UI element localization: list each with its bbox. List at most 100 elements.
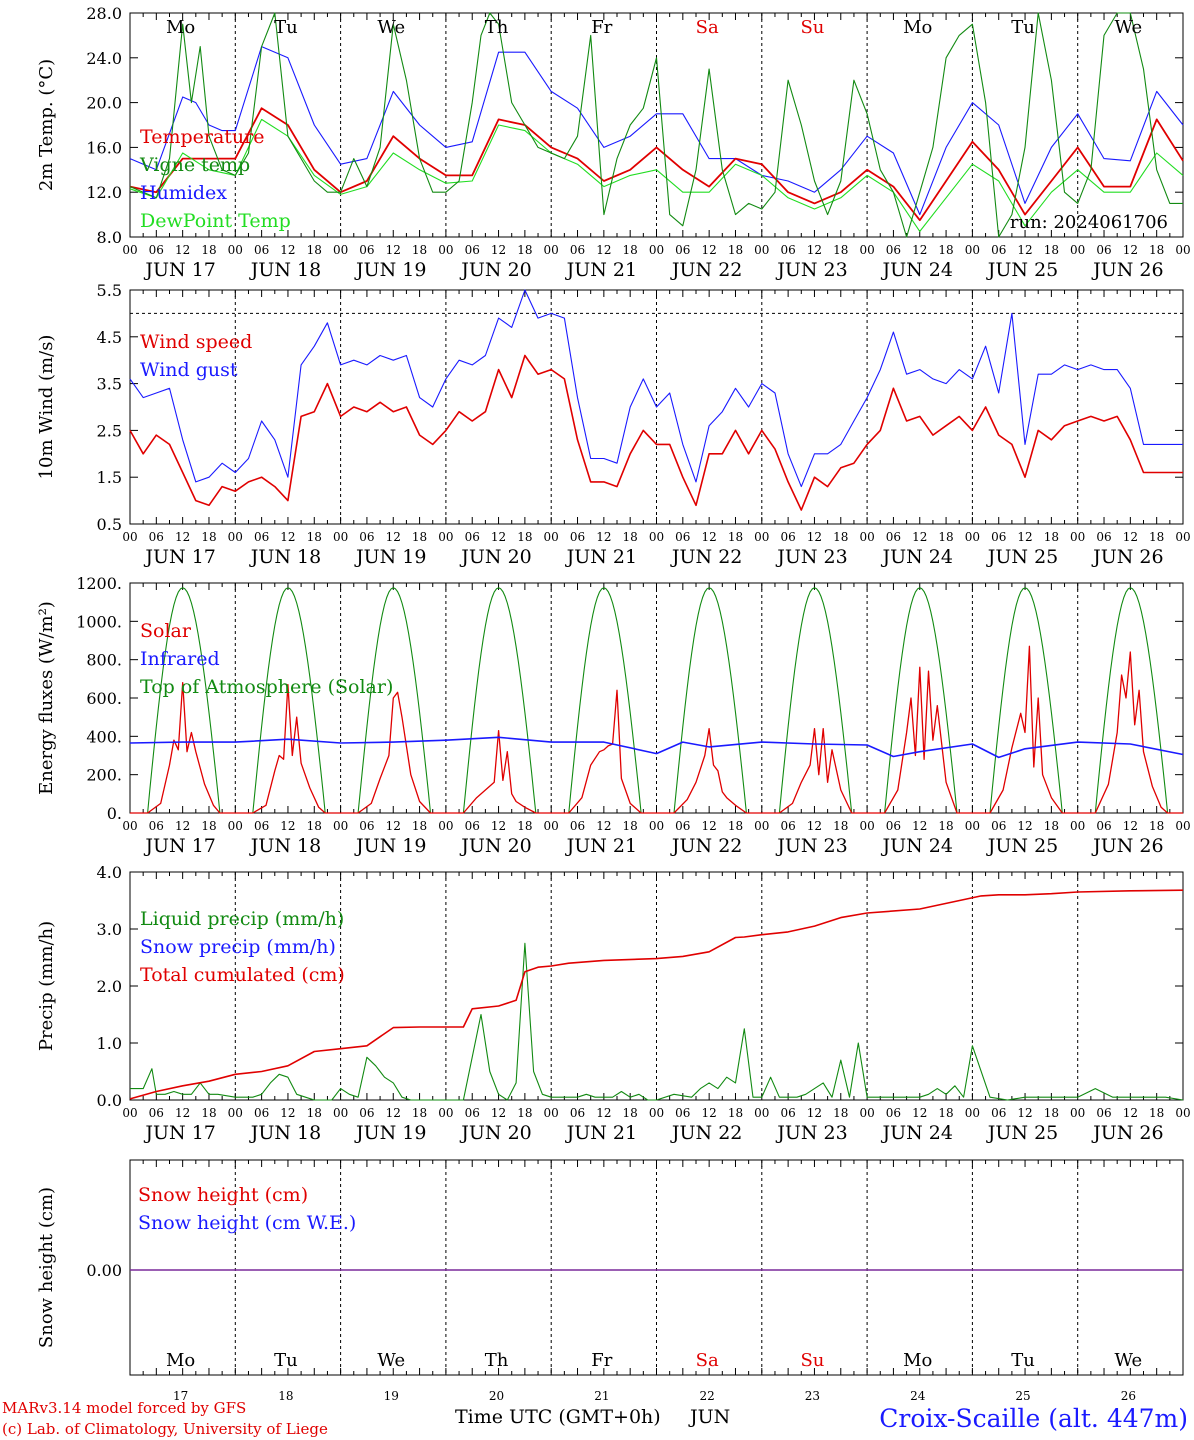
- hour-tick-label: 00: [438, 243, 453, 257]
- date-label: JUN 20: [459, 546, 531, 568]
- hour-tick-label: 18: [833, 243, 848, 257]
- hour-tick-label: 00: [754, 243, 769, 257]
- day-number: 22: [700, 1389, 715, 1403]
- hour-tick-label: 00: [859, 243, 874, 257]
- day-name: Su: [800, 17, 824, 38]
- hour-tick-label: 00: [544, 243, 559, 257]
- hour-tick-label: 12: [280, 530, 295, 544]
- time-axis-label: Time UTC (GMT+0h): [455, 1406, 661, 1428]
- y-tick-label: 12.0: [86, 183, 122, 202]
- hour-tick-label: 18: [201, 243, 216, 257]
- series-wind-gust: [129, 289, 1183, 488]
- hour-tick-label: 12: [1123, 819, 1138, 833]
- date-label: JUN 25: [986, 835, 1058, 857]
- day-name: Tu: [274, 1350, 298, 1371]
- hour-tick-label: 06: [675, 530, 690, 544]
- hour-tick-label: 06: [149, 819, 164, 833]
- hour-tick-label: 18: [1044, 819, 1059, 833]
- date-label: JUN 17: [143, 259, 215, 281]
- series-toa-solar: [989, 587, 1063, 814]
- plot-frame: [129, 1159, 1184, 1376]
- hour-tick-label: 06: [254, 819, 269, 833]
- hour-tick-label: 00: [438, 1106, 453, 1120]
- hour-tick-label: 12: [912, 819, 927, 833]
- hour-tick-label: 00: [544, 530, 559, 544]
- hour-tick-label: 06: [991, 530, 1006, 544]
- hour-tick-label: 06: [149, 243, 164, 257]
- hour-tick-label: 06: [886, 243, 901, 257]
- y-axis-title: Energy fluxes (W/m²): [36, 601, 57, 795]
- day-name: Su: [800, 1350, 824, 1371]
- hour-tick-label: 00: [1175, 1106, 1190, 1120]
- series-solar: [972, 645, 1078, 814]
- y-tick-label: 1.0: [97, 1034, 122, 1053]
- day-name: We: [377, 1350, 405, 1371]
- hour-tick-label: 00: [333, 1106, 348, 1120]
- series-wind-speed: [129, 354, 1183, 511]
- hour-tick-label: 18: [1149, 530, 1164, 544]
- hour-tick-label: 06: [465, 1106, 480, 1120]
- hour-tick-label: 00: [754, 819, 769, 833]
- hour-tick-label: 00: [754, 530, 769, 544]
- hour-tick-label: 12: [1123, 1106, 1138, 1120]
- hour-tick-label: 00: [438, 530, 453, 544]
- hour-tick-label: 00: [965, 819, 980, 833]
- hour-tick-label: 12: [1123, 530, 1138, 544]
- date-label: JUN 21: [565, 259, 637, 281]
- y-tick-label: 0.: [107, 804, 122, 823]
- hour-tick-label: 18: [938, 1106, 953, 1120]
- day-number: 24: [910, 1389, 926, 1403]
- day-name: Th: [485, 1350, 509, 1371]
- hour-tick-label: 06: [675, 243, 690, 257]
- hour-tick-label: 12: [1017, 819, 1032, 833]
- hour-tick-label: 00: [228, 1106, 243, 1120]
- date-label: JUN 24: [881, 1122, 953, 1144]
- hour-tick-label: 00: [333, 530, 348, 544]
- hour-tick-label: 00: [333, 243, 348, 257]
- day-number: 21: [594, 1389, 609, 1403]
- hour-tick-label: 06: [780, 243, 795, 257]
- y-axis-title: Snow height (cm): [36, 1187, 57, 1348]
- series-temperature: [129, 107, 1184, 222]
- legend-entry: Vigne temp: [139, 154, 250, 176]
- hour-tick-label: 06: [1096, 530, 1111, 544]
- hour-tick-label: 12: [702, 1106, 717, 1120]
- hour-tick-label: 18: [412, 243, 427, 257]
- hour-tick-label: 12: [912, 243, 927, 257]
- hour-tick-label: 00: [859, 819, 874, 833]
- hour-tick-label: 12: [175, 1106, 190, 1120]
- day-name: Tu: [274, 17, 298, 38]
- hour-tick-label: 06: [780, 1106, 795, 1120]
- hour-tick-label: 12: [1017, 1106, 1032, 1120]
- day-number: 23: [805, 1389, 820, 1403]
- hour-tick-label: 12: [596, 243, 611, 257]
- date-label: JUN 17: [143, 1122, 215, 1144]
- series-infrared: [129, 736, 1184, 759]
- hour-tick-label: 00: [122, 1106, 137, 1120]
- hour-tick-label: 18: [517, 530, 532, 544]
- series-solar: [656, 728, 762, 814]
- y-tick-label: 400.: [86, 727, 122, 746]
- y-tick-label: 1.5: [97, 468, 122, 487]
- hour-tick-label: 00: [1175, 819, 1190, 833]
- y-axis-title: 2m Temp. (°C): [36, 59, 57, 191]
- hour-tick-label: 18: [307, 243, 322, 257]
- y-tick-label: 600.: [86, 689, 122, 708]
- hour-tick-label: 12: [702, 530, 717, 544]
- legend-entry: Snow height (cm): [138, 1184, 308, 1206]
- hour-tick-label: 18: [938, 530, 953, 544]
- series-solar: [1077, 651, 1183, 814]
- hour-tick-label: 12: [807, 819, 822, 833]
- hour-tick-label: 06: [254, 243, 269, 257]
- y-tick-label: 1000.: [76, 612, 122, 631]
- date-label: JUN 19: [354, 259, 426, 281]
- day-name: Th: [485, 17, 509, 38]
- hour-tick-label: 18: [1044, 1106, 1059, 1120]
- hour-tick-label: 12: [386, 1106, 401, 1120]
- hour-tick-label: 00: [333, 819, 348, 833]
- date-label: JUN 23: [775, 259, 847, 281]
- hour-tick-label: 12: [807, 530, 822, 544]
- series-dewpoint-temp: [129, 118, 1184, 232]
- hour-tick-label: 12: [386, 530, 401, 544]
